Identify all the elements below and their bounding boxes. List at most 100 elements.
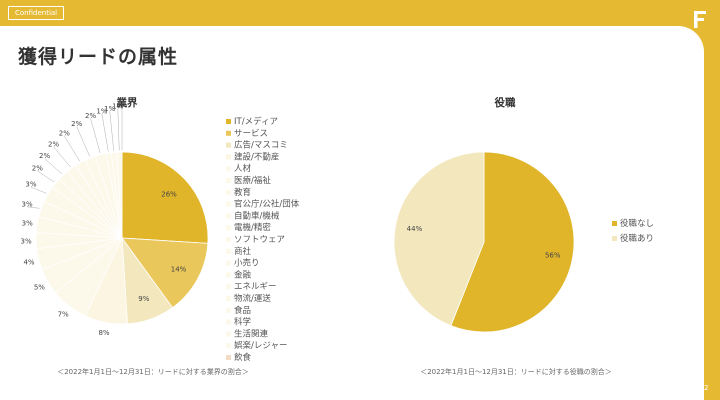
data-label: 2% bbox=[59, 130, 70, 138]
data-label: 2% bbox=[39, 152, 50, 160]
data-label: 2% bbox=[71, 120, 82, 128]
leader-line bbox=[30, 186, 47, 194]
legend-label: 自動車/機械 bbox=[234, 210, 280, 221]
legend-label: 人材 bbox=[234, 163, 252, 174]
industry-caption: ＜2022年1月1日～12月31日：リードに対する業界の割合＞ bbox=[57, 367, 249, 376]
legend-label: 建設/不動産 bbox=[234, 151, 279, 162]
position-chart-title: 役職 bbox=[494, 96, 516, 109]
legend-label: 飲食 bbox=[234, 352, 252, 363]
legend-swatch bbox=[226, 237, 231, 242]
data-label: 3% bbox=[22, 219, 33, 227]
legend-label: 広告/マスコミ bbox=[234, 140, 288, 151]
data-label: 44% bbox=[407, 225, 423, 233]
legend-label: 金融 bbox=[234, 269, 252, 280]
legend-swatch bbox=[226, 213, 231, 219]
legend-swatch bbox=[226, 142, 231, 148]
leader-line bbox=[53, 146, 71, 168]
legend-label: 物流/運送 bbox=[234, 293, 271, 304]
legend-swatch bbox=[226, 331, 231, 337]
legend-label: 生活関連 bbox=[234, 328, 269, 339]
logo-f-icon bbox=[694, 11, 706, 28]
pie-slice bbox=[121, 151, 209, 244]
legend-swatch bbox=[226, 248, 231, 254]
legend-swatch bbox=[226, 272, 231, 278]
page-title: 獲得リードの属性 bbox=[18, 46, 179, 68]
legend-swatch bbox=[226, 225, 231, 231]
industry-legend: IT/メディアサービス広告/マスコミ建設/不動産人材医療/福祉教育官公庁/公社/… bbox=[226, 116, 300, 363]
legend-swatch bbox=[612, 221, 617, 226]
leader-line bbox=[64, 136, 80, 162]
leader-line bbox=[44, 158, 63, 175]
position-data-labels: 56% 44% bbox=[407, 225, 561, 259]
leader-line bbox=[101, 113, 109, 152]
legend-label: サービス bbox=[234, 129, 268, 139]
legend-label: 役職なし bbox=[620, 218, 654, 229]
pie-slice bbox=[393, 151, 485, 327]
legend-swatch bbox=[226, 201, 231, 207]
position-pie bbox=[393, 151, 575, 333]
legend-swatch bbox=[612, 236, 617, 241]
data-label: 1% bbox=[112, 103, 123, 111]
industry-data-labels: 26%14%9%8%7%5%4%3%3%3%3%2%2%2%2%2%2%1%1%… bbox=[20, 102, 186, 337]
legend-swatch bbox=[226, 284, 231, 290]
legend-swatch bbox=[226, 343, 231, 349]
legend-label: 商社 bbox=[234, 246, 252, 257]
data-label: 7% bbox=[58, 310, 69, 318]
position-caption: ＜2022年1月1日～12月31日：リードに対する役職の割合＞ bbox=[420, 367, 612, 376]
legend-swatch bbox=[226, 355, 231, 360]
page-number: 12 bbox=[699, 384, 709, 392]
pie-slice bbox=[116, 151, 123, 239]
industry-chart-title: 業界 bbox=[116, 96, 138, 109]
legend-swatch bbox=[226, 307, 231, 313]
data-label: 26% bbox=[161, 190, 177, 198]
data-label: 8% bbox=[98, 329, 109, 337]
data-label: 1% bbox=[96, 107, 107, 115]
legend-swatch bbox=[226, 119, 231, 124]
data-label: 9% bbox=[138, 295, 149, 303]
legend-label: 電機/精密 bbox=[234, 222, 271, 233]
leader-line bbox=[117, 109, 120, 151]
data-label: 0% bbox=[116, 102, 127, 110]
legend-swatch bbox=[226, 189, 231, 195]
legend-label: 小売り bbox=[234, 258, 260, 269]
legend-label: ソフトウェア bbox=[234, 235, 285, 245]
leader-line bbox=[109, 111, 114, 151]
data-label: 5% bbox=[34, 283, 45, 291]
data-label: 2% bbox=[85, 112, 96, 120]
pie-slice bbox=[450, 151, 575, 333]
legend-swatch bbox=[226, 154, 231, 160]
legend-label: 娯楽/レジャー bbox=[234, 340, 287, 351]
legend-label: 科学 bbox=[234, 317, 252, 328]
data-label: 2% bbox=[48, 140, 59, 148]
legend-swatch bbox=[226, 319, 231, 325]
data-label: 1% bbox=[104, 105, 115, 113]
industry-chart: 業界 26%14%9%8%7%5%4%3%3%3%3%2%2%2%2%2%2%1… bbox=[20, 96, 299, 376]
confidential-badge: Confidential bbox=[8, 6, 65, 20]
industry-pie bbox=[35, 151, 209, 325]
leader-line bbox=[37, 170, 55, 183]
legend-label: エネルギー bbox=[234, 282, 277, 292]
legend-swatch bbox=[226, 260, 231, 266]
data-label: 4% bbox=[23, 258, 34, 266]
data-label: 14% bbox=[171, 266, 187, 274]
data-label: 3% bbox=[20, 238, 31, 246]
legend-swatch bbox=[226, 296, 231, 301]
pie-slice bbox=[121, 237, 209, 309]
leader-line bbox=[90, 118, 101, 154]
legend-label: IT/メディア bbox=[234, 116, 278, 127]
leader-line bbox=[27, 206, 40, 209]
legend-swatch bbox=[226, 130, 231, 136]
data-label: 2% bbox=[32, 164, 43, 172]
legend-label: 官公庁/公社/団体 bbox=[234, 199, 300, 210]
leader-line bbox=[76, 126, 90, 157]
legend-swatch bbox=[226, 178, 231, 183]
data-label: 3% bbox=[25, 181, 36, 189]
data-label: 3% bbox=[22, 200, 33, 208]
legend-swatch bbox=[226, 166, 231, 172]
data-label: 56% bbox=[545, 252, 561, 260]
legend-label: 医療/福祉 bbox=[234, 175, 271, 186]
legend-label: 食品 bbox=[234, 305, 251, 316]
